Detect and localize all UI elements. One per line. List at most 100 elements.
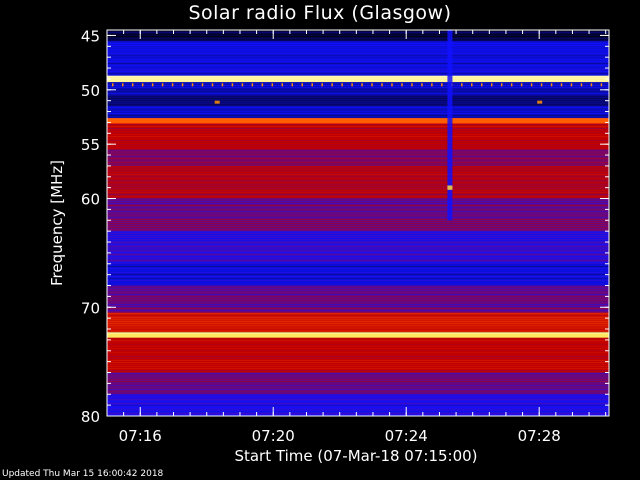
band-texture-line	[107, 278, 609, 279]
band-texture-line	[107, 219, 609, 220]
band-texture-line	[107, 174, 609, 175]
band-texture-line	[107, 344, 609, 345]
band-texture-line	[107, 227, 609, 228]
band-texture-line	[107, 350, 609, 351]
band-texture-line	[107, 395, 609, 396]
x-tick-label: 07:20	[252, 427, 295, 445]
band-texture-line	[107, 190, 609, 191]
band-texture-line	[107, 254, 609, 255]
band-texture-line	[107, 49, 609, 50]
band-texture-line	[107, 225, 609, 226]
interference-marker	[550, 83, 553, 87]
band-texture-line	[107, 335, 609, 336]
band-texture-line	[107, 128, 609, 129]
interference-marker	[411, 83, 413, 87]
band-texture-line	[107, 71, 609, 72]
band-texture-line	[107, 270, 609, 271]
x-tick-label: 07:16	[119, 427, 162, 445]
band-texture-line	[107, 292, 609, 293]
interference-marker	[441, 83, 443, 87]
band-texture-line	[107, 375, 609, 376]
band-texture-line	[107, 152, 609, 153]
band-texture-line	[107, 381, 609, 382]
band-texture-line	[107, 115, 609, 116]
band-texture-line	[107, 327, 609, 328]
band-texture-line	[107, 403, 609, 404]
band-texture-line	[107, 87, 609, 88]
band-texture-line	[107, 211, 609, 212]
band-texture-line	[107, 53, 609, 54]
interference-marker	[171, 83, 174, 87]
band-texture-line	[107, 150, 609, 151]
band-texture-line	[107, 93, 609, 94]
band-texture-line	[107, 306, 609, 307]
interference-marker	[291, 83, 294, 87]
band-texture-line	[107, 250, 609, 251]
band-texture-line	[107, 55, 609, 56]
interference-marker	[131, 83, 134, 87]
band-texture-line	[107, 304, 609, 305]
band-texture-line	[107, 352, 609, 353]
band-texture-line	[107, 286, 609, 287]
band-texture-line	[107, 308, 609, 309]
band-texture-line	[107, 391, 609, 392]
band-texture-line	[107, 393, 609, 394]
band-texture-line	[107, 217, 609, 218]
frequency-band	[107, 30, 609, 41]
interference-marker	[141, 83, 144, 87]
band-texture-line	[107, 260, 609, 261]
interference-marker	[321, 83, 323, 87]
y-tick-label: 45	[81, 27, 100, 45]
band-texture-line	[107, 113, 609, 114]
band-texture-line	[107, 238, 609, 239]
y-tick-label: 50	[81, 82, 100, 100]
interference-marker	[431, 83, 433, 87]
interference-marker	[311, 83, 313, 87]
band-texture-line	[107, 232, 609, 233]
interference-marker	[600, 83, 603, 87]
band-texture-line	[107, 45, 609, 46]
band-texture-line	[107, 276, 609, 277]
band-texture-line	[107, 203, 609, 204]
plot-frame	[106, 29, 610, 417]
band-texture-line	[107, 78, 609, 79]
band-texture-line	[107, 248, 609, 249]
band-texture-line	[107, 246, 609, 247]
plot-axes: 45 50 55 60 70 80 07:16 07:20 07:24 07:28	[81, 27, 610, 445]
band-texture-line	[107, 178, 609, 179]
y-axis-label: Frequency [MHz]	[48, 160, 66, 286]
band-texture-line	[107, 119, 609, 120]
band-texture-line	[107, 258, 609, 259]
band-texture-line	[107, 215, 609, 216]
band-texture-line	[107, 379, 609, 380]
band-texture-line	[107, 65, 609, 66]
interference-marker	[241, 83, 244, 87]
band-texture-line	[107, 123, 609, 124]
interference-marker	[580, 83, 583, 87]
band-texture-line	[107, 201, 609, 202]
band-texture-line	[107, 372, 609, 373]
band-texture-line	[107, 262, 609, 263]
burst-mark	[447, 185, 453, 190]
interference-marker	[161, 83, 164, 87]
band-texture-line	[107, 148, 609, 149]
band-texture-line	[107, 244, 609, 245]
interference-marker	[381, 83, 383, 87]
band-texture-line	[107, 325, 609, 326]
interference-marker	[401, 83, 403, 87]
band-texture-line	[107, 107, 609, 108]
interference-marker	[361, 83, 363, 87]
interference-marker	[481, 83, 483, 87]
band-texture-line	[107, 234, 609, 235]
band-texture-line	[107, 315, 609, 316]
band-texture-line	[107, 333, 609, 334]
band-texture-line	[107, 196, 609, 197]
band-texture-line	[107, 73, 609, 74]
y-tick-label: 55	[81, 136, 100, 154]
interference-marker	[500, 83, 503, 87]
band-texture-line	[107, 337, 609, 338]
band-texture-line	[107, 387, 609, 388]
band-texture-line	[107, 162, 609, 163]
band-texture-line	[107, 272, 609, 273]
band-texture-line	[107, 164, 609, 165]
